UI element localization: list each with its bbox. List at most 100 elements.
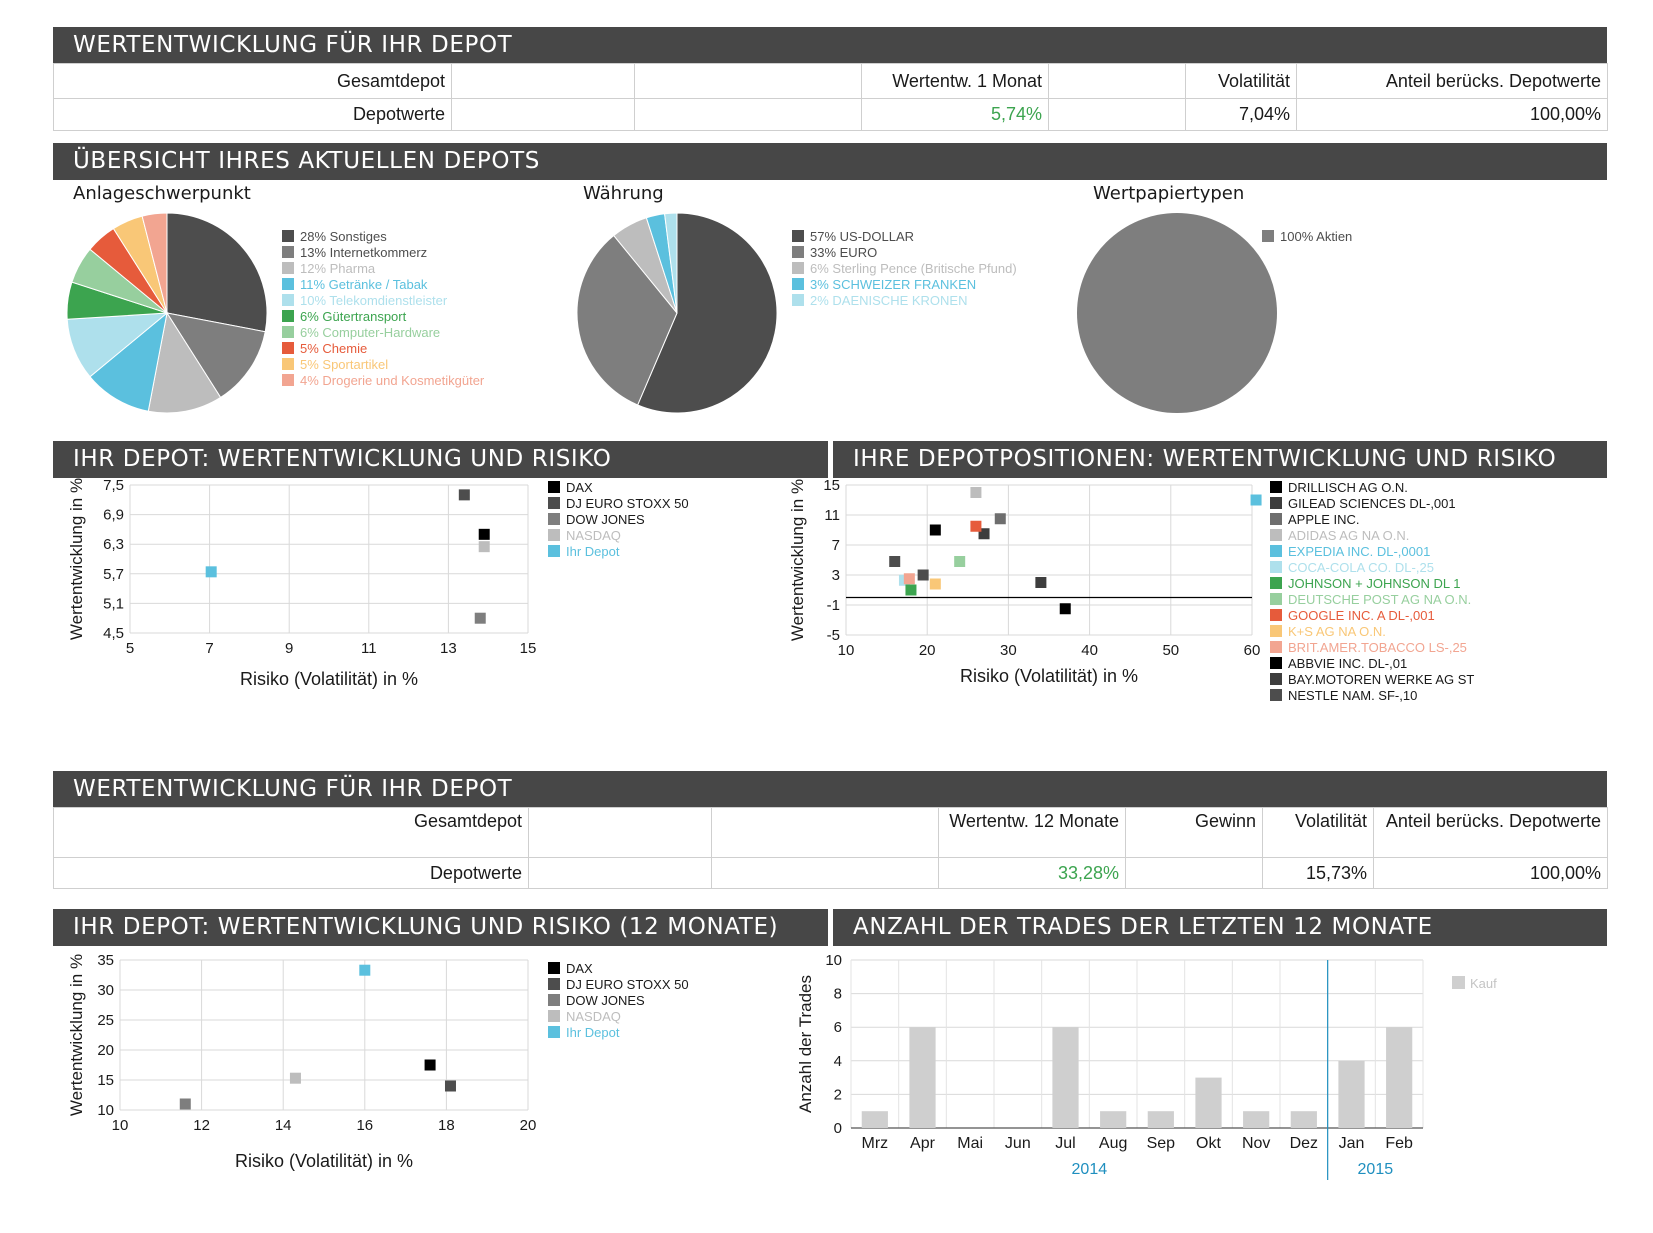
pie-label-wertpapiertypen: Wertpapiertypen xyxy=(1093,183,1245,204)
scatter-point-dax xyxy=(424,1059,436,1071)
scatter-point-dj-euro-stoxx-50 xyxy=(458,489,470,501)
legend-label: ABBVIE INC. DL-,01 xyxy=(1288,656,1407,671)
legend-swatch xyxy=(1270,689,1282,701)
x-tick-label: 10 xyxy=(838,642,855,659)
y-tick-label: 8 xyxy=(834,986,842,1003)
kpi-header-cell xyxy=(451,63,635,99)
y-tick-label: 15 xyxy=(97,1072,114,1089)
legend-label: JOHNSON + JOHNSON DL 1 xyxy=(1288,576,1461,591)
x-axis-title: Risiko (Volatilität) in % xyxy=(240,669,418,689)
legend-swatch xyxy=(548,962,560,974)
x-tick-label: Mai xyxy=(957,1135,983,1152)
kpi-header-cell: Wertentw. 1 Monat xyxy=(861,63,1049,99)
scatter-chart-positions: 10 20 30 40 50 60 -5 -1 3 7 11 15 Wertentwicklung in… xyxy=(788,477,1474,703)
legend-label: ADIDAS AG NA O.N. xyxy=(1288,528,1409,543)
legend-swatch xyxy=(548,481,560,493)
scatter-point-ihr-depot xyxy=(205,566,217,578)
legend-swatch xyxy=(1270,513,1282,525)
legend-label: DOW JONES xyxy=(566,512,645,527)
scatter-point-apple-inc xyxy=(994,513,1006,525)
kpi-share-value: 100,00% xyxy=(1373,857,1608,889)
bar-jan xyxy=(1338,1060,1365,1128)
legend-swatch xyxy=(282,342,294,354)
y-tick-label: 4 xyxy=(834,1053,842,1070)
y-tick-label: -5 xyxy=(827,627,840,644)
scatter-point-gilead-sciences-dl-001 xyxy=(978,528,990,540)
legend-swatch xyxy=(1270,593,1282,605)
scatter-point-nasdaq xyxy=(478,541,490,553)
legend-swatch xyxy=(548,513,560,525)
x-tick-label: 11 xyxy=(361,640,377,657)
y-tick-label: 7 xyxy=(832,537,840,554)
pie-label-anlageschwerpunkt: Anlageschwerpunkt xyxy=(73,183,251,204)
y-tick-label: 7,5 xyxy=(103,477,124,494)
scatter-point-nasdaq xyxy=(289,1072,301,1084)
bar-sep xyxy=(1147,1111,1174,1128)
pie-slice xyxy=(636,212,778,414)
kpi-performance-value: 5,74% xyxy=(861,98,1049,131)
legend-label: COCA-COLA CO. DL-,25 xyxy=(1288,560,1434,575)
y-tick-label: 2 xyxy=(834,1086,842,1103)
section-header-positions-risk: IHRE DEPOTPOSITIONEN: WERTENTWICKLUNG UN… xyxy=(833,441,1607,478)
legend-label: DAX xyxy=(566,961,593,976)
x-tick-label: 16 xyxy=(356,1117,373,1134)
scatter-point-dax xyxy=(478,528,490,540)
kpi-header-cell xyxy=(711,807,939,858)
legend-swatch xyxy=(548,545,560,557)
legend-label: DOW JONES xyxy=(566,993,645,1008)
legend-swatch xyxy=(792,262,804,274)
legend-swatch xyxy=(548,1026,560,1038)
section-header-depot-risk-12m: IHR DEPOT: WERTENTWICKLUNG UND RISIKO (1… xyxy=(53,909,828,946)
y-axis-title: Wertentwicklung in % xyxy=(788,479,807,641)
legend-swatch xyxy=(282,294,294,306)
y-axis-title: Wertentwicklung in % xyxy=(67,478,86,640)
y-tick-label: 5,1 xyxy=(103,595,124,612)
scatter-chart-depot-12m: 10 12 14 16 18 20 10 15 20 25 30 35 Wertentwicklung … xyxy=(67,952,689,1171)
pie-chart-wertpapiertypen: 100% Aktien xyxy=(1077,213,1352,413)
scatter-point-k-s-ag-na-o-n xyxy=(929,578,941,590)
kpi-header-cell xyxy=(634,63,862,99)
y-tick-label: -1 xyxy=(827,597,840,614)
legend-swatch xyxy=(1270,657,1282,669)
scatter-point-ihr-depot xyxy=(359,964,371,976)
x-tick-label: Okt xyxy=(1196,1135,1221,1152)
x-tick-label: Aug xyxy=(1099,1135,1127,1152)
legend-label: 13% Internetkommerz xyxy=(300,245,427,260)
x-tick-label: 9 xyxy=(285,640,293,657)
kpi-header-cell xyxy=(528,807,712,858)
y-tick-label: 6,3 xyxy=(103,536,124,553)
x-tick-label: Jul xyxy=(1055,1135,1075,1152)
legend-swatch xyxy=(1270,673,1282,685)
legend-label: 33% EURO xyxy=(810,245,877,260)
scatter-point-dow-jones xyxy=(179,1098,191,1110)
scatter-point-johnson-johnson-dl-1 xyxy=(905,584,917,596)
scatter-point-dow-jones xyxy=(474,612,486,624)
legend-swatch xyxy=(792,230,804,242)
legend-swatch xyxy=(1452,976,1465,989)
kpi-volatility-value: 7,04% xyxy=(1185,98,1297,131)
kpi-cell xyxy=(1048,98,1186,131)
pie-slice xyxy=(141,212,168,314)
pie-slice xyxy=(147,311,222,414)
kpi-header-cell: Gesamtdepot xyxy=(53,807,529,858)
legend-label: NASDAQ xyxy=(566,528,621,543)
legend-label: 6% Sterling Pence (Britische Pfund) xyxy=(810,261,1017,276)
pie-slice xyxy=(664,212,678,314)
bar-feb xyxy=(1386,1027,1413,1128)
legend-label: DEUTSCHE POST AG NA O.N. xyxy=(1288,592,1471,607)
legend-swatch xyxy=(1270,625,1282,637)
legend-swatch xyxy=(792,294,804,306)
y-tick-label: 3 xyxy=(832,567,840,584)
section-header-trades: ANZAHL DER TRADES DER LETZTEN 12 MONATE xyxy=(833,909,1607,946)
scatter-point-brit-amer-tobacco-ls-25 xyxy=(903,573,915,585)
legend-swatch xyxy=(282,278,294,290)
x-tick-label: 5 xyxy=(126,640,134,657)
legend-label: 5% Sportartikel xyxy=(300,357,388,372)
legend-label: EXPEDIA INC. DL-,0001 xyxy=(1288,544,1430,559)
legend-label: Kauf xyxy=(1470,976,1497,991)
legend-label: 57% US-DOLLAR xyxy=(810,229,914,244)
section-header-depot-12m: WERTENTWICKLUNG FÜR IHR DEPOT xyxy=(53,771,1607,808)
kpi-row-label: Depotwerte xyxy=(53,98,452,131)
bar-dez xyxy=(1290,1111,1317,1128)
